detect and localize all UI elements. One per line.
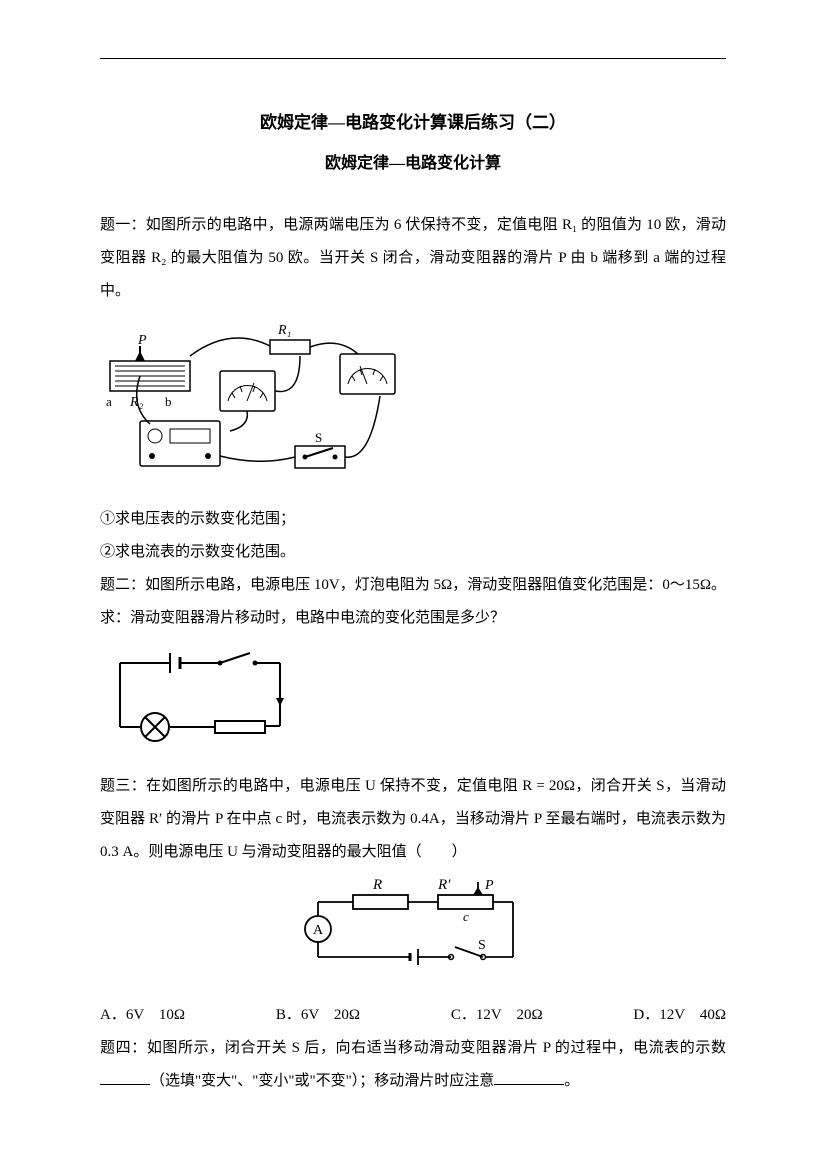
q4-suffix: 。 bbox=[564, 1073, 579, 1089]
document-page: 欧姆定律—电路变化计算课后练习（二） 欧姆定律—电路变化计算 题一：如图所示的电… bbox=[0, 0, 826, 1169]
q1-text: 题一：如图所示的电路中，电源两端电压为 6 伏保持不变，定值电阻 R₁ 的阻值为… bbox=[100, 209, 726, 308]
q1-sub2: ②求电流表的示数变化范围。 bbox=[100, 536, 726, 569]
q1-figure: P a b R₂ R₁ bbox=[100, 316, 726, 491]
fig3-P-label: P bbox=[484, 878, 494, 893]
q2-figure bbox=[100, 643, 726, 758]
top-rule bbox=[100, 58, 726, 59]
q3-option-c: C．12V 20Ω bbox=[451, 999, 543, 1032]
sub-title: 欧姆定律—电路变化计算 bbox=[100, 149, 726, 173]
fig1-b-label: b bbox=[165, 394, 172, 409]
q3-figure: R R′ P c S A bbox=[100, 877, 726, 987]
q3-option-b: B．6V 20Ω bbox=[276, 999, 360, 1032]
q4-text: 题四：如图所示，闭合开关 S 后，向右适当移动滑动变阻器滑片 P 的过程中，电流… bbox=[100, 1032, 726, 1098]
q4-mid: （选填"变大"、"变小"或"不变"）；移动滑片时应注意 bbox=[150, 1073, 494, 1089]
fig1-S-label: S bbox=[315, 430, 322, 445]
q4-blank2 bbox=[494, 1069, 564, 1085]
q3-option-a: A．6V 10Ω bbox=[100, 999, 185, 1032]
fig3-S-label: S bbox=[478, 938, 486, 953]
fig3-A-label: A bbox=[313, 923, 324, 938]
fig3-Rp-label: R′ bbox=[437, 877, 451, 893]
q3-option-d: D．12V 40Ω bbox=[633, 999, 726, 1032]
fig3-c-label: c bbox=[463, 909, 469, 924]
q3-text: 题三：在如图所示的电路中，电源电压 U 保持不变，定值电阻 R = 20Ω，闭合… bbox=[100, 770, 726, 869]
q3-options: A．6V 10Ω B．6V 20Ω C．12V 20Ω D．12V 40Ω bbox=[100, 999, 726, 1032]
fig1-a-label: a bbox=[106, 394, 112, 409]
q4-prefix: 题四：如图所示，闭合开关 S 后，向右适当移动滑动变阻器滑片 P 的过程中，电流… bbox=[100, 1040, 726, 1056]
fig1-P-label: P bbox=[137, 333, 147, 348]
main-title: 欧姆定律—电路变化计算课后练习（二） bbox=[100, 108, 726, 133]
q4-blank1 bbox=[100, 1069, 150, 1085]
fig3-R-label: R bbox=[372, 877, 382, 893]
fig1-R1-label: R₁ bbox=[277, 323, 291, 338]
q1-sub1: ①求电压表的示数变化范围； bbox=[100, 503, 726, 536]
q2-text: 题二：如图所示电路，电源电压 10V，灯泡电阻为 5Ω，滑动变阻器阻值变化范围是… bbox=[100, 569, 726, 635]
